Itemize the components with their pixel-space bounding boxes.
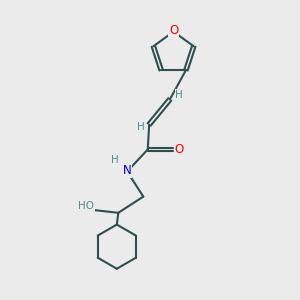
Text: O: O <box>169 24 178 37</box>
Text: H: H <box>137 122 145 132</box>
Text: H: H <box>176 90 183 100</box>
Text: O: O <box>175 143 184 156</box>
Text: H: H <box>111 155 118 165</box>
Text: HO: HO <box>78 201 94 211</box>
Text: N: N <box>123 164 131 177</box>
